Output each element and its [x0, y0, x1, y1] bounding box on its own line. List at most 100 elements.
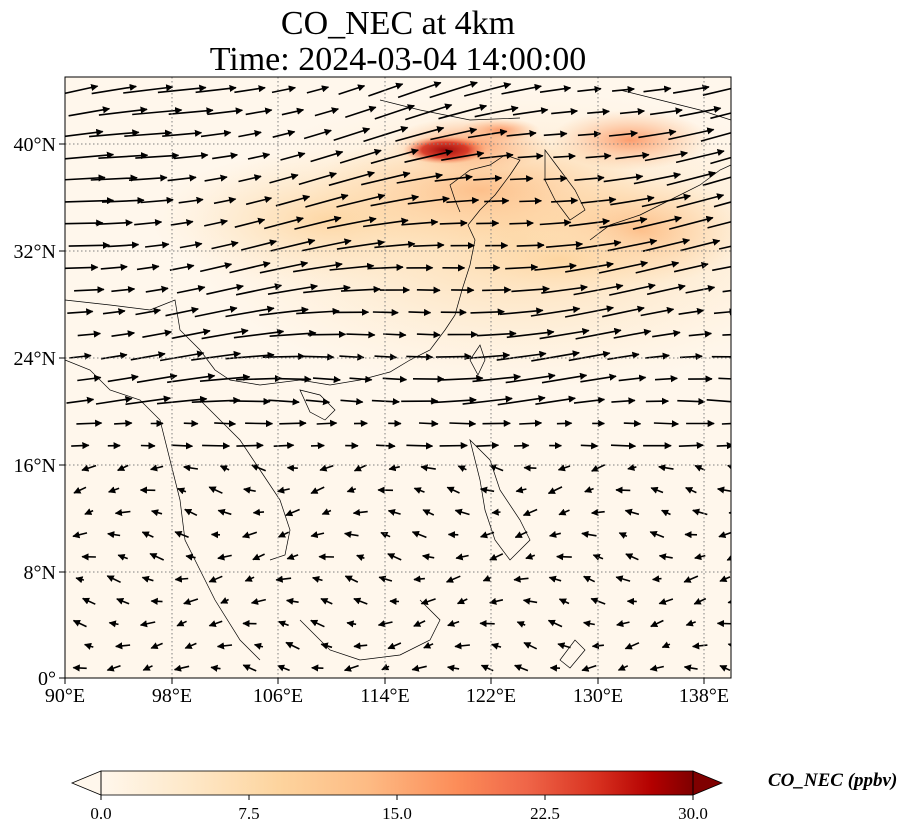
wind-arrow	[694, 553, 706, 561]
wind-arrow	[430, 396, 477, 404]
wind-arrow	[339, 353, 365, 361]
wind-arrow	[74, 286, 105, 294]
wind-arrow	[268, 398, 300, 406]
wind-arrow	[250, 597, 266, 605]
wind-arrow	[321, 508, 332, 515]
y-tick-label: 32°N	[14, 241, 56, 263]
wind-arrow	[491, 508, 501, 516]
wind-arrow	[633, 172, 682, 185]
wind-arrow	[420, 598, 436, 606]
wind-arrow	[455, 553, 469, 561]
wind-arrow	[727, 642, 731, 650]
wind-arrow	[388, 464, 400, 472]
wind-arrow	[363, 126, 409, 143]
wind-arrow	[612, 85, 635, 94]
wind-arrow	[292, 261, 343, 273]
y-tick-label: 16°N	[14, 455, 56, 477]
wind-arrow	[307, 330, 347, 338]
x-tick-label: 122°E	[466, 685, 516, 707]
wind-arrow	[251, 464, 266, 472]
wind-arrow	[213, 196, 237, 205]
wind-arrow	[312, 575, 323, 583]
colorbar-extend-low	[70, 770, 102, 796]
wind-arrow	[396, 172, 444, 184]
wind-arrow	[581, 664, 597, 672]
wind-arrow	[476, 441, 500, 450]
wind-arrow	[678, 441, 704, 450]
wind-arrow	[470, 308, 505, 316]
wind-arrow	[370, 148, 419, 165]
wind-arrow	[685, 284, 716, 294]
wind-arrow	[446, 486, 460, 494]
wind-arrow	[535, 395, 576, 405]
wind-arrow	[333, 127, 371, 141]
wind-arrow	[710, 112, 731, 120]
wind-arrow	[286, 553, 299, 560]
wind-arrow	[310, 486, 325, 495]
wind-arrow	[726, 554, 731, 561]
wind-arrow	[472, 373, 522, 383]
wind-arrow	[616, 620, 630, 628]
wind-arrow	[167, 174, 197, 182]
map-title-line2: Time: 2024-03-04 14:00:00	[209, 41, 587, 78]
wind-arrow	[676, 193, 725, 209]
wind-arrow	[169, 263, 195, 271]
wind-arrow	[462, 395, 513, 405]
wind-arrow	[680, 238, 721, 252]
wind-arrow	[649, 664, 664, 672]
wind-arrow	[406, 353, 434, 361]
wind-arrow	[516, 621, 526, 628]
wind-arrow	[615, 486, 631, 494]
wind-arrow	[722, 333, 731, 336]
wind-arrow	[136, 373, 178, 384]
colorbar-extend-high	[692, 770, 724, 796]
y-tick-label: 24°N	[14, 348, 56, 370]
wind-arrow	[303, 284, 351, 294]
wind-arrow	[416, 286, 441, 294]
wind-arrow	[404, 149, 454, 163]
wind-arrow	[706, 399, 731, 403]
wind-arrow	[114, 419, 133, 427]
wind-arrow	[238, 174, 262, 183]
colorbar-tick-label: 15.0	[382, 804, 412, 823]
wind-arrow	[382, 375, 408, 383]
wind-arrow	[134, 219, 163, 227]
x-tick-label: 138°E	[679, 685, 729, 707]
wind-arrow	[305, 398, 331, 406]
wind-arrow	[107, 374, 139, 383]
wind-arrow	[519, 419, 543, 427]
wind-arrow	[312, 375, 341, 384]
wind-arrow	[650, 619, 664, 628]
wind-arrow	[135, 152, 180, 160]
wind-arrow	[581, 530, 597, 539]
wind-arrow	[641, 193, 692, 208]
wind-arrow	[488, 464, 504, 472]
wind-arrow	[547, 619, 563, 628]
wind-arrow	[269, 173, 299, 184]
wind-arrow	[336, 193, 386, 208]
wind-arrow	[387, 553, 402, 561]
wind-arrow	[353, 642, 368, 650]
wind-arrow	[184, 642, 197, 649]
wind-arrow	[479, 619, 495, 628]
map-title-line1: CO_NEC at 4km	[280, 5, 516, 42]
wind-arrow	[592, 553, 604, 561]
wind-arrow	[176, 284, 206, 294]
wind-arrow	[106, 664, 121, 672]
wind-arrow	[685, 486, 697, 494]
wind-arrow	[207, 107, 244, 116]
wind-arrow	[157, 84, 207, 94]
wind-arrow	[700, 131, 731, 142]
wind-arrow	[95, 395, 133, 405]
x-tick-label: 90°E	[45, 685, 85, 707]
wind-arrow	[574, 174, 605, 182]
wind-arrow	[580, 373, 617, 383]
wind-arrow	[678, 307, 705, 315]
wind-arrow	[368, 263, 404, 271]
wind-arrow	[673, 261, 709, 273]
wind-arrow	[513, 442, 530, 450]
x-tick-label: 106°E	[253, 685, 303, 707]
wind-arrow	[77, 330, 102, 338]
wind-arrow	[296, 307, 340, 315]
wind-arrow	[522, 508, 538, 517]
